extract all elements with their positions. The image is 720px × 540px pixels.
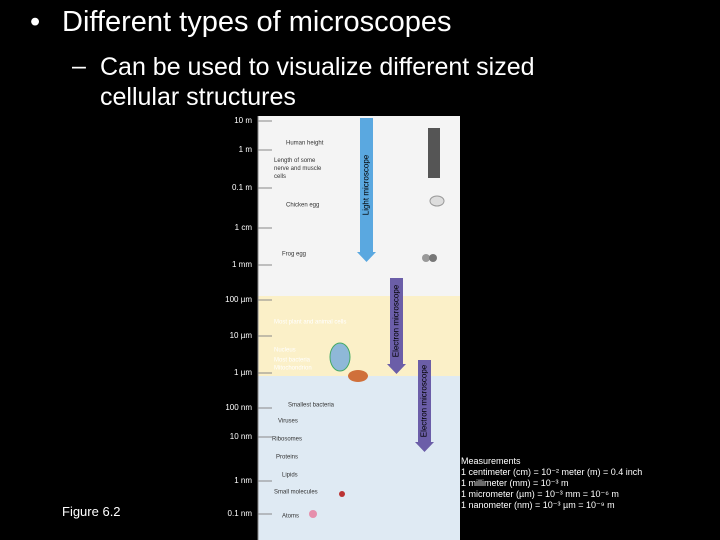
scale-label: 100 µm [225, 295, 252, 304]
slide-title: Different types of microscopes [62, 6, 452, 38]
measurement-lines: 1 centimeter (cm) = 10⁻² meter (m) = 0.4… [461, 467, 642, 511]
item-label: Viruses [278, 419, 298, 425]
item-line: Length of some [274, 158, 316, 164]
scale-label: 10 µm [230, 331, 253, 340]
icon [348, 370, 368, 382]
item-label: Human height [286, 141, 324, 147]
measurements: Measurements 1 centimeter (cm) = 10⁻² me… [461, 456, 642, 511]
scale-label: 100 nm [225, 403, 252, 412]
item-line: cells [274, 174, 286, 180]
measurement-line: 1 micrometer (µm) = 10⁻³ mm = 10⁻⁶ m [461, 489, 619, 499]
microscope-label: Electron microscope [420, 364, 429, 437]
microscope-arrow [357, 118, 376, 262]
item-label: Smallest bacteria [288, 403, 335, 409]
microscope-label: Light microscope [362, 154, 371, 215]
slide-subtitle: Can be used to visualize different sized… [100, 53, 535, 111]
scale-label: 1 cm [235, 223, 253, 232]
item-label: Chicken egg [286, 203, 319, 209]
item-label: Ribosomes [272, 437, 302, 443]
icon [329, 342, 351, 372]
icon [422, 254, 430, 262]
item-label: Mitochondrion [274, 366, 312, 372]
scale-label: 1 m [239, 145, 253, 154]
item-line: nerve and muscle [274, 166, 322, 172]
item-label: Length of some nerve and muscle cells [274, 158, 322, 180]
microscope-label: Electron microscope [392, 284, 401, 357]
icon [429, 254, 437, 262]
icon [428, 128, 440, 178]
item-label: Lipids [282, 473, 298, 479]
item-label: Nucleus [274, 348, 296, 354]
measurement-line: 1 millimeter (mm) = 10⁻³ m [461, 478, 569, 488]
bullet: • [30, 6, 41, 38]
scale-label: 0.1 nm [228, 509, 253, 518]
microscope-arrow [415, 360, 434, 452]
item-label: Most bacteria [274, 358, 311, 364]
icon [309, 510, 317, 518]
measurement-line: 1 nanometer (nm) = 10⁻³ µm = 10⁻⁹ m [461, 500, 615, 510]
band-top [258, 116, 460, 296]
item-label: Frog egg [282, 252, 306, 258]
measurement-line: 1 centimeter (cm) = 10⁻² meter (m) = 0.4… [461, 467, 643, 477]
measurements-heading: Measurements [461, 456, 521, 466]
scale-label: 0.1 m [232, 183, 252, 192]
item-label: Small molecules [274, 490, 318, 496]
scale-label: 1 µm [234, 368, 252, 377]
scale-label: 10 m [234, 116, 252, 125]
scale-label: 1 mm [232, 260, 252, 269]
icon [339, 491, 345, 497]
microscope-arrow [387, 278, 406, 374]
item-label: Atoms [282, 514, 299, 520]
item-label: Most plant and animal cells [274, 320, 346, 326]
scale-label: 10 nm [230, 432, 253, 441]
dash: – [72, 52, 86, 80]
scale-label: 1 nm [234, 476, 252, 485]
item-label: Proteins [276, 455, 298, 461]
figure-label: Figure 6.2 [62, 504, 121, 519]
icon [429, 195, 445, 207]
